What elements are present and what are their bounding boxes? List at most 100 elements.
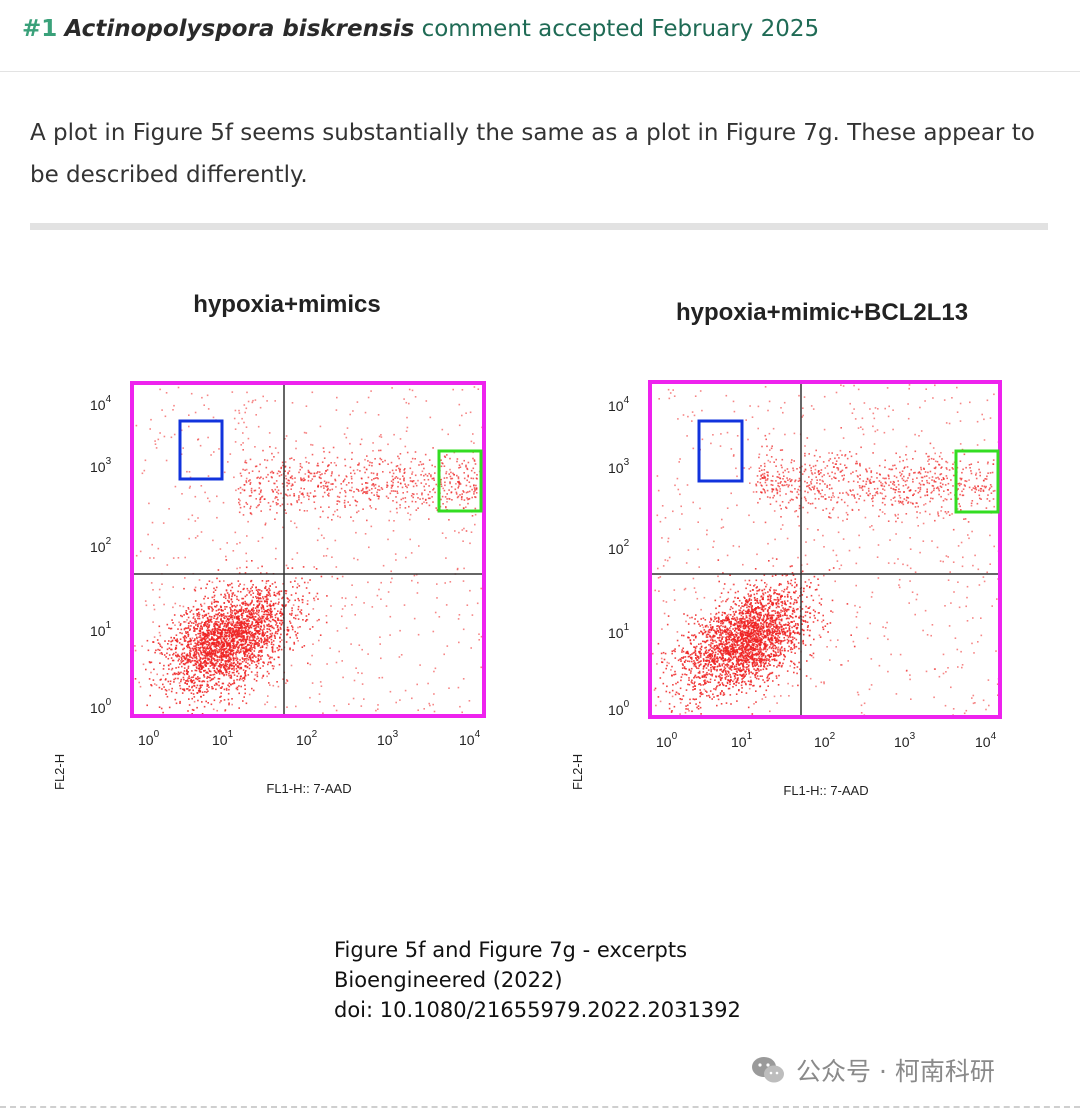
scatter-dot bbox=[232, 629, 235, 632]
scatter-dot bbox=[207, 606, 210, 608]
scatter-dot bbox=[205, 671, 208, 674]
scatter-dot bbox=[310, 472, 313, 475]
scatter-dot bbox=[251, 652, 254, 654]
scatter-dot bbox=[244, 672, 246, 674]
scatter-dot bbox=[277, 628, 280, 631]
scatter-dot bbox=[242, 643, 245, 646]
scatter-dot bbox=[773, 644, 775, 646]
comment-number[interactable]: #1 bbox=[22, 16, 58, 42]
scatter-dot bbox=[215, 618, 218, 620]
scatter-dot bbox=[775, 606, 778, 609]
scatter-dot bbox=[181, 615, 183, 618]
scatter-dot bbox=[241, 647, 244, 650]
scatter-dot bbox=[172, 409, 174, 411]
scatter-dot bbox=[243, 676, 246, 678]
scatter-dot bbox=[240, 606, 243, 608]
scatter-dot bbox=[284, 509, 286, 511]
scatter-dot bbox=[700, 618, 702, 620]
scatter-dot bbox=[744, 618, 746, 620]
species-name[interactable]: Actinopolyspora biskrensis bbox=[64, 16, 415, 42]
scatter-dot bbox=[209, 605, 211, 608]
scatter-dot bbox=[270, 643, 273, 645]
scatter-dot bbox=[758, 612, 760, 614]
scatter-dot bbox=[473, 386, 476, 388]
scatter-dot bbox=[236, 631, 239, 634]
scatter-dot bbox=[181, 688, 184, 691]
scatter-dot bbox=[236, 678, 238, 681]
scatter-dot bbox=[287, 472, 289, 475]
scatter-dot bbox=[234, 646, 237, 648]
scatter-dot bbox=[462, 580, 465, 582]
scatter-dot bbox=[235, 609, 238, 612]
scatter-dot bbox=[440, 459, 442, 461]
scatter-dot bbox=[230, 616, 232, 619]
scatter-dot bbox=[217, 677, 220, 680]
scatter-dot bbox=[303, 581, 306, 584]
scatter-dot bbox=[277, 451, 280, 454]
scatter-dot bbox=[455, 491, 458, 494]
scatter-dot bbox=[241, 625, 244, 628]
scatter-dot bbox=[255, 586, 257, 588]
scatter-dot bbox=[193, 659, 196, 662]
scatter-dot bbox=[263, 637, 266, 639]
scatter-dot bbox=[238, 644, 241, 647]
scatter-dot bbox=[343, 433, 346, 435]
scatter-dot bbox=[377, 477, 379, 480]
scatter-dot bbox=[668, 703, 671, 705]
scatter-dot bbox=[198, 691, 200, 693]
scatter-dot bbox=[207, 497, 209, 500]
scatter-dot bbox=[269, 607, 272, 610]
scatter-dot bbox=[302, 595, 304, 597]
scatter-dot bbox=[187, 710, 189, 712]
scatter-dot bbox=[411, 480, 413, 482]
scatter-dot bbox=[268, 657, 271, 660]
scatter-dot bbox=[213, 684, 216, 686]
scatter-dot bbox=[291, 625, 293, 627]
scatter-dot bbox=[134, 678, 137, 680]
scatter-dot bbox=[264, 498, 266, 500]
scatter-dot bbox=[258, 470, 260, 473]
scatter-dot bbox=[735, 684, 737, 687]
scatter-dot bbox=[212, 539, 214, 542]
scatter-dot bbox=[362, 487, 364, 490]
scatter-dot bbox=[768, 625, 770, 627]
scatter-dot bbox=[227, 648, 230, 651]
scatter-dot bbox=[182, 676, 185, 679]
scatter-dot bbox=[247, 589, 249, 592]
scatter-dot bbox=[239, 591, 242, 593]
scatter-dot bbox=[209, 639, 211, 642]
scatter-dot bbox=[277, 603, 280, 605]
scatter-dot bbox=[225, 647, 228, 649]
scatter-dot bbox=[299, 611, 301, 613]
scatter-dot bbox=[173, 637, 176, 640]
scatter-dot bbox=[240, 633, 242, 636]
scatter-dot bbox=[231, 653, 233, 656]
scatter-dot bbox=[197, 647, 200, 649]
scatter-dot bbox=[352, 469, 355, 472]
scatter-dot bbox=[229, 637, 231, 640]
scatter-dot bbox=[244, 618, 247, 620]
scatter-dot bbox=[191, 680, 194, 682]
scatter-dot bbox=[257, 596, 259, 599]
scatter-dot bbox=[195, 624, 197, 626]
scatter-dot bbox=[426, 475, 429, 477]
scatter-dot bbox=[180, 653, 183, 656]
scatter-dot bbox=[193, 685, 196, 687]
scatter-dot bbox=[478, 639, 480, 641]
scatter-dot bbox=[423, 479, 426, 481]
scatter-dot bbox=[240, 444, 242, 446]
scatter-dot bbox=[231, 592, 233, 595]
scatter-dot bbox=[319, 425, 322, 428]
scatter-dot bbox=[154, 443, 157, 445]
scatter-dot bbox=[714, 630, 716, 632]
scatter-dot bbox=[324, 472, 326, 475]
scatter-dot bbox=[325, 555, 328, 557]
scatter-dot bbox=[255, 506, 258, 509]
scatter-dot bbox=[265, 466, 268, 469]
scatter-dot bbox=[287, 630, 290, 632]
scatter-dot bbox=[247, 662, 249, 665]
scatter-dot bbox=[248, 612, 251, 614]
scatter-dot bbox=[771, 658, 773, 661]
scatter-dot bbox=[722, 622, 725, 624]
scatter-dot bbox=[214, 620, 217, 623]
